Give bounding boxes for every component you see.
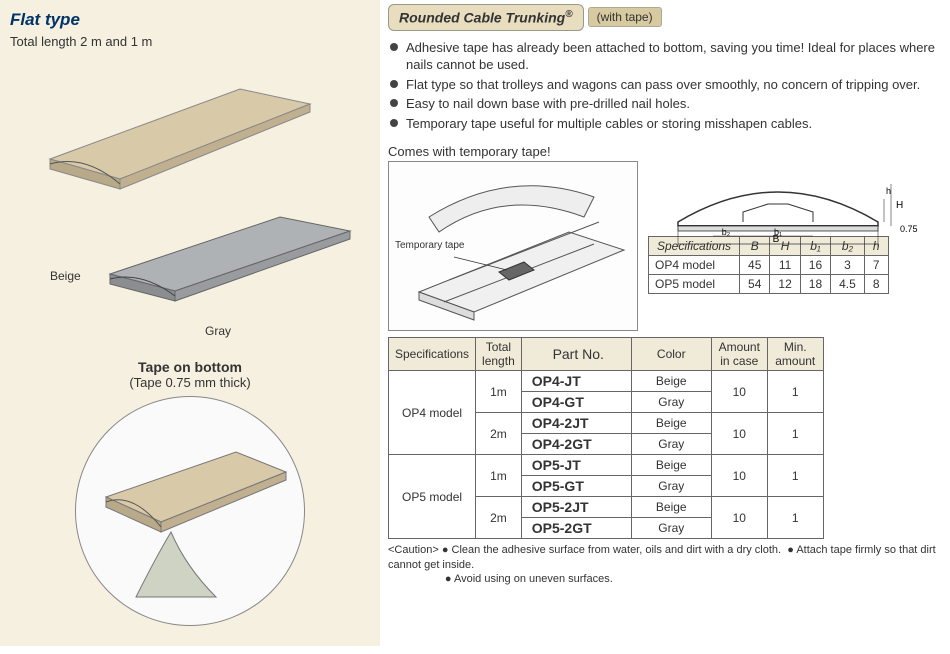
dim-row-label: OP4 model — [649, 256, 740, 275]
gray-label: Gray — [205, 324, 231, 338]
pt-partno-cell: OP5-2GT — [521, 518, 631, 539]
dim-cell: 3 — [831, 256, 865, 275]
bullet-item: Easy to nail down base with pre-drilled … — [388, 95, 942, 113]
tape-bottom-illustration — [76, 397, 305, 626]
bullet-item: Flat type so that trolleys and wagons ca… — [388, 76, 942, 94]
pt-amount-cell: 10 — [711, 455, 767, 497]
table-row: OP4 model1mOP4-JTBeige101 — [389, 371, 824, 392]
with-tape-tag: (with tape) — [588, 7, 662, 27]
pt-color-cell: Beige — [631, 497, 711, 518]
registered-mark: ® — [565, 9, 572, 20]
pt-th-len: Total length — [476, 338, 522, 371]
product-image-area: Beige Gray — [10, 69, 370, 349]
cross-section-svg: B b₁ b₂ H h 0.75 — [648, 144, 918, 254]
product-title-box: Rounded Cable Trunking® — [388, 4, 584, 31]
pt-min-cell: 1 — [767, 371, 823, 413]
dim-b1-label: b₁ — [774, 227, 782, 237]
feature-bullets: Adhesive tape has already been attached … — [388, 39, 942, 133]
caution-label: <Caution> — [388, 544, 439, 556]
pt-spec-cell: OP4 model — [389, 371, 476, 455]
right-panel: Rounded Cable Trunking® (with tape) Adhe… — [380, 0, 950, 646]
pt-len-cell: 2m — [476, 413, 522, 455]
part-number-table: Specifications Total length Part No. Col… — [388, 337, 824, 539]
dim-row-label: OP5 model — [649, 275, 740, 294]
pt-color-cell: Gray — [631, 434, 711, 455]
product-title: Rounded Cable Trunking — [399, 10, 565, 26]
pt-color-cell: Beige — [631, 371, 711, 392]
pt-th-min: Min. amount — [767, 338, 823, 371]
pt-th-amount: Amount in case — [711, 338, 767, 371]
table-row: Specifications Total length Part No. Col… — [389, 338, 824, 371]
dim-cell: 7 — [864, 256, 888, 275]
title-bar: Rounded Cable Trunking® (with tape) — [388, 4, 942, 31]
pt-amount-cell: 10 — [711, 497, 767, 539]
pt-spec-cell: OP5 model — [389, 455, 476, 539]
diagram-frame: Temporary tape — [388, 161, 638, 331]
dim-cell: 16 — [800, 256, 830, 275]
pt-color-cell: Gray — [631, 476, 711, 497]
table-row: OP5 model1mOP5-JTBeige101 — [389, 455, 824, 476]
dim-H-label: H — [896, 200, 903, 211]
pt-partno-cell: OP5-2JT — [521, 497, 631, 518]
pt-len-cell: 2m — [476, 497, 522, 539]
pt-color-cell: Beige — [631, 455, 711, 476]
tape-thickness-dim: 0.75 — [900, 224, 918, 234]
pt-partno-cell: OP4-2JT — [521, 413, 631, 434]
bullet-item: Temporary tape useful for multiple cable… — [388, 115, 942, 133]
tape-bottom-circle — [75, 396, 305, 626]
bullet-item: Adhesive tape has already been attached … — [388, 39, 942, 74]
tape-bottom-area: Tape on bottom (Tape 0.75 mm thick) — [10, 359, 370, 626]
caution-block: <Caution> Clean the adhesive surface fro… — [388, 543, 942, 586]
dim-cell: 18 — [800, 275, 830, 294]
dim-cell: 12 — [770, 275, 800, 294]
pt-color-cell: Gray — [631, 392, 711, 413]
tape-bottom-title: Tape on bottom — [10, 359, 370, 375]
dim-b2-label: b₂ — [722, 227, 731, 237]
diagram-title: Comes with temporary tape! — [388, 144, 638, 159]
caution-item: Clean the adhesive surface from water, o… — [442, 544, 781, 556]
flat-type-title: Flat type — [10, 10, 370, 30]
beige-label: Beige — [50, 269, 81, 283]
table-row: OP4 model 45 11 16 3 7 — [649, 256, 889, 275]
cross-section-area: B b₁ b₂ H h 0.75 — [648, 144, 918, 331]
pt-th-partno: Part No. — [521, 338, 631, 371]
temporary-tape-diagram: Comes with temporary tape! Te — [388, 144, 638, 331]
pt-partno-cell: OP4-2GT — [521, 434, 631, 455]
pt-len-cell: 1m — [476, 455, 522, 497]
pt-amount-cell: 10 — [711, 371, 767, 413]
pt-amount-cell: 10 — [711, 413, 767, 455]
cross-section-drawing: B b₁ b₂ H h 0.75 — [648, 144, 918, 234]
pt-color-cell: Gray — [631, 518, 711, 539]
pt-th-color: Color — [631, 338, 711, 371]
pt-th-spec: Specifications — [389, 338, 476, 371]
pt-color-cell: Beige — [631, 413, 711, 434]
diagram-row: Comes with temporary tape! Te — [388, 144, 942, 331]
pt-partno-cell: OP5-JT — [521, 455, 631, 476]
gray-trunking-illustration — [100, 209, 360, 309]
pt-len-cell: 1m — [476, 371, 522, 413]
pt-partno-cell: OP5-GT — [521, 476, 631, 497]
dim-cell: 4.5 — [831, 275, 865, 294]
pt-min-cell: 1 — [767, 455, 823, 497]
tape-thickness-text: (Tape 0.75 mm thick) — [10, 375, 370, 390]
pt-min-cell: 1 — [767, 497, 823, 539]
table-row: OP5 model 54 12 18 4.5 8 — [649, 275, 889, 294]
pt-min-cell: 1 — [767, 413, 823, 455]
dim-cell: 8 — [864, 275, 888, 294]
caution-item: Avoid using on uneven surfaces. — [445, 573, 613, 585]
left-panel: Flat type Total length 2 m and 1 m Beige… — [0, 0, 380, 646]
dim-cell: 45 — [740, 256, 770, 275]
dim-cell: 11 — [770, 256, 800, 275]
temporary-tape-label: Temporary tape — [395, 240, 464, 251]
dim-cell: 54 — [740, 275, 770, 294]
pt-partno-cell: OP4-GT — [521, 392, 631, 413]
pt-partno-cell: OP4-JT — [521, 371, 631, 392]
dim-h-label: h — [886, 186, 891, 196]
page-container: Flat type Total length 2 m and 1 m Beige… — [0, 0, 950, 646]
beige-trunking-illustration — [40, 79, 320, 199]
total-length-text: Total length 2 m and 1 m — [10, 34, 370, 49]
